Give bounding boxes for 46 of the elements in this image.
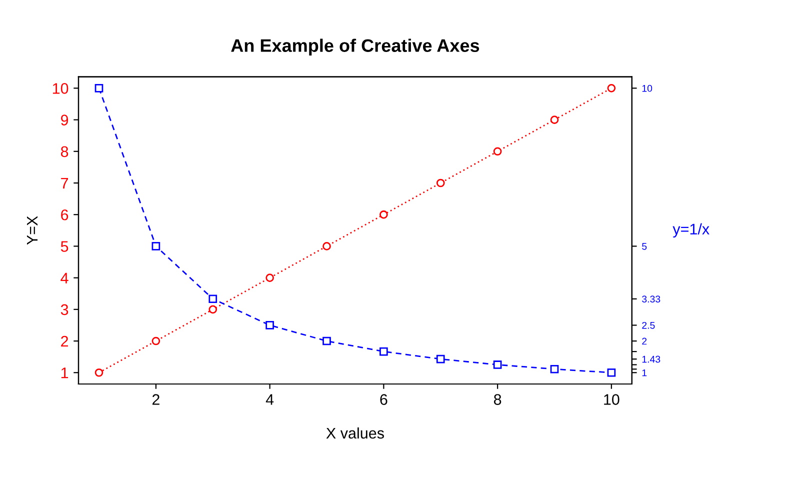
y2-tick-label: 1 xyxy=(642,369,647,376)
point xyxy=(322,242,331,250)
point xyxy=(380,347,388,356)
point xyxy=(607,368,616,377)
y-tick-label: 8 xyxy=(60,146,68,158)
y2-tick-label: 2.5 xyxy=(642,322,655,329)
y2-tick-label: 2 xyxy=(642,338,647,345)
y2-axis-title: y=1/x xyxy=(672,223,710,238)
point xyxy=(266,321,274,330)
x-tick-label: 6 xyxy=(380,394,388,405)
y2-tick-label: 1.43 xyxy=(642,356,660,363)
point xyxy=(380,210,388,219)
point xyxy=(436,354,445,364)
x-tick-label: 2 xyxy=(152,394,160,405)
x-tick-label: 10 xyxy=(604,394,620,405)
point xyxy=(550,116,559,124)
y2-tick-label: 5 xyxy=(642,243,647,250)
point xyxy=(208,305,218,314)
x-tick-label: 8 xyxy=(494,394,502,405)
point xyxy=(550,364,559,374)
y-tick-label: 4 xyxy=(60,272,68,284)
point xyxy=(152,336,160,346)
y-axis-title: Y=X xyxy=(26,216,38,245)
y-tick-label: 3 xyxy=(60,304,68,316)
y-tick-label: 9 xyxy=(61,114,68,126)
point xyxy=(322,336,331,346)
point xyxy=(493,360,502,369)
point xyxy=(266,274,274,282)
point xyxy=(208,294,218,304)
y-tick-label: 6 xyxy=(61,209,68,220)
point xyxy=(607,84,616,92)
point xyxy=(94,368,104,377)
y-tick-label: 1 xyxy=(61,368,68,378)
point xyxy=(94,84,104,92)
y-tick-label: 10 xyxy=(52,83,68,94)
y-tick-label: 2 xyxy=(61,336,68,347)
y-tick-label: 5 xyxy=(60,241,68,252)
point xyxy=(493,147,502,156)
x-tick-label: 4 xyxy=(266,394,274,405)
x-axis-title: X values xyxy=(326,427,384,439)
point xyxy=(152,242,160,250)
point xyxy=(436,178,445,188)
y-tick-label: 7 xyxy=(61,178,68,189)
chart-title: An Example of Creative Axes xyxy=(231,38,480,56)
y2-tick-label: 3.33 xyxy=(642,296,660,303)
y2-tick-label: 10 xyxy=(642,84,652,92)
